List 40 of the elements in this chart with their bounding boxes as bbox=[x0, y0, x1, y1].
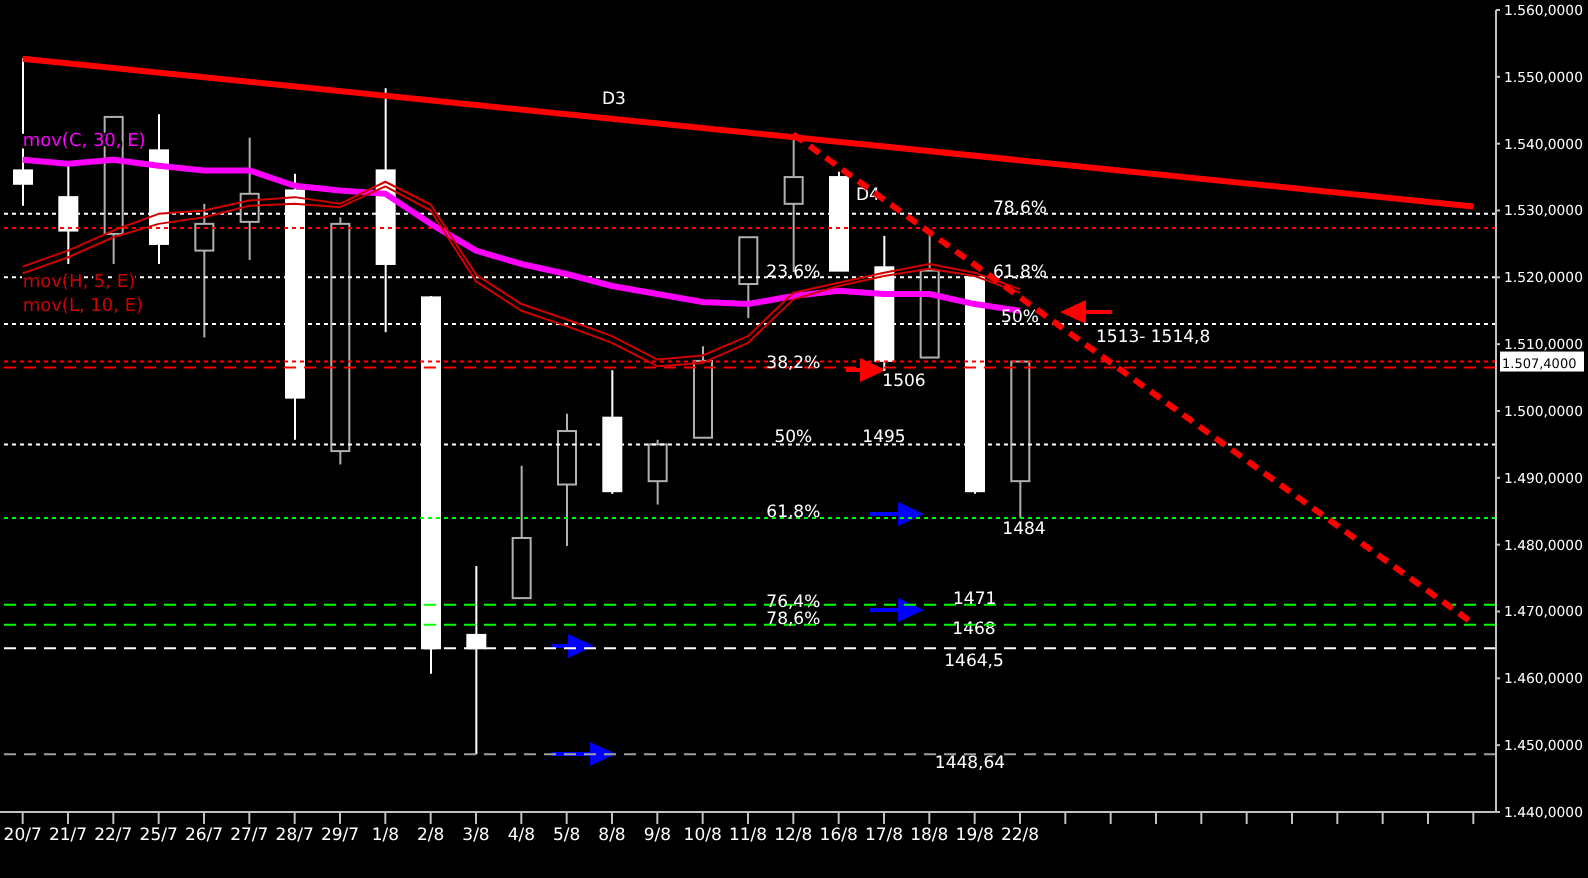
annotation: 1506 bbox=[882, 372, 926, 392]
annotation: 50% bbox=[774, 428, 813, 449]
annotation: 78,6% bbox=[992, 199, 1048, 220]
x-tick-label: 12/8 bbox=[774, 826, 813, 847]
x-tick-label: 22/8 bbox=[1000, 826, 1040, 847]
x-tick-label: 27/7 bbox=[230, 826, 269, 847]
x-tick-label: 18/8 bbox=[910, 826, 949, 847]
x-tick-label: 10/8 bbox=[683, 826, 722, 847]
annotation: 1513- 1514,8 bbox=[1096, 328, 1211, 348]
x-tick-label: 28/7 bbox=[275, 826, 314, 847]
series-label: mov(H, 5, E) bbox=[22, 272, 136, 293]
x-tick-label: 8/8 bbox=[598, 826, 626, 847]
x-tick-label: 26/7 bbox=[184, 826, 224, 847]
x-tick-label: 29/7 bbox=[320, 826, 360, 847]
annotation: 50% bbox=[1001, 308, 1039, 329]
x-tick-label: 11/8 bbox=[728, 826, 768, 847]
x-tick-label: 5/8 bbox=[552, 826, 581, 847]
x-tick-label: 2/8 bbox=[416, 826, 445, 847]
annotation: 1484 bbox=[1002, 520, 1046, 540]
annotation: 1468 bbox=[952, 620, 996, 640]
annotation: D3 bbox=[602, 90, 626, 110]
series-label: mov(L, 10, E) bbox=[22, 297, 144, 318]
annotation: 61,8% bbox=[766, 503, 821, 524]
annotation: 1448,64 bbox=[934, 754, 1006, 774]
x-tick-label: 19/8 bbox=[955, 826, 994, 847]
annotation: 1464,5 bbox=[944, 652, 1004, 672]
x-tick-label: 1/8 bbox=[371, 826, 400, 847]
x-tick-label: 3/8 bbox=[462, 826, 490, 847]
x-tick-label: 4/8 bbox=[507, 826, 536, 847]
x-tick-label: 17/8 bbox=[864, 826, 904, 847]
annotation: 23,6% bbox=[766, 262, 821, 283]
x-tick-label: 9/8 bbox=[643, 826, 672, 847]
x-tick-label: 22/7 bbox=[94, 826, 133, 847]
x-tick-label: 20/7 bbox=[3, 826, 42, 847]
annotation: 1471 bbox=[953, 590, 997, 611]
x-tick-label: 16/8 bbox=[819, 826, 858, 847]
annotation: 1495 bbox=[862, 428, 906, 449]
x-tick-label: 25/7 bbox=[139, 826, 178, 847]
annotation: 61,8% bbox=[992, 262, 1048, 283]
x-tick-label: 21/7 bbox=[48, 826, 88, 847]
